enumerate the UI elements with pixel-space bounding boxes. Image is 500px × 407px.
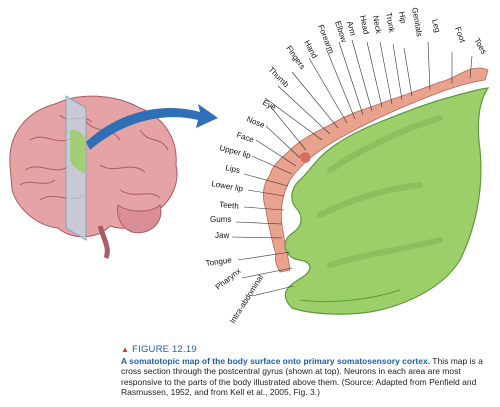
label-genitals: Genitals xyxy=(410,7,424,37)
label-gums: Gums xyxy=(210,215,231,224)
leader-lines xyxy=(231,39,473,297)
label-intra-abdominal: Intra-abdominal xyxy=(228,273,265,325)
label-neck: Neck xyxy=(371,15,383,35)
figure-number-text: FIGURE 12.19 xyxy=(132,344,197,355)
section-plane xyxy=(65,95,87,241)
arrow-icon xyxy=(86,104,218,150)
label-hand: Hand xyxy=(302,39,319,60)
label-fingers: Fingers xyxy=(284,44,307,71)
figure-number: ▲ FIGURE 12.19 xyxy=(121,344,493,356)
label-lips: Lips xyxy=(225,163,241,175)
label-tongue: Tongue xyxy=(205,255,233,268)
caption-title: A somatotopic map of the body surface on… xyxy=(121,355,431,366)
label-foot: Foot xyxy=(453,26,467,45)
label-toes: Toes xyxy=(472,37,488,56)
caption-text: This map is a cross section through the … xyxy=(121,355,483,398)
label-upper-lip: Upper lip xyxy=(218,143,252,160)
label-jaw: Jaw xyxy=(215,231,229,240)
label-forearm: Forearm xyxy=(316,23,336,55)
triangle-icon: ▲ xyxy=(121,345,130,354)
label-eye: Eye xyxy=(261,98,278,113)
label-face: Face xyxy=(235,130,255,144)
label-lower-lip: Lower lip xyxy=(211,179,245,194)
label-teeth: Teeth xyxy=(219,200,239,211)
label-head: Head xyxy=(358,15,371,36)
label-pharynx: Pharynx xyxy=(214,266,243,291)
brain-illustration xyxy=(9,95,178,259)
caption-body: A somatotopic map of the body surface on… xyxy=(121,356,493,398)
label-trunk: Trunk xyxy=(384,12,397,34)
label-leg: Leg xyxy=(430,18,442,33)
cortex-cross-section xyxy=(284,87,490,315)
label-thumb: Thumb xyxy=(267,65,291,89)
figure-caption: ▲ FIGURE 12.19 A somatotopic map of the b… xyxy=(121,344,493,398)
label-hip: Hip xyxy=(397,11,408,25)
label-arm: Arm xyxy=(345,20,358,37)
label-nose: Nose xyxy=(245,115,266,131)
